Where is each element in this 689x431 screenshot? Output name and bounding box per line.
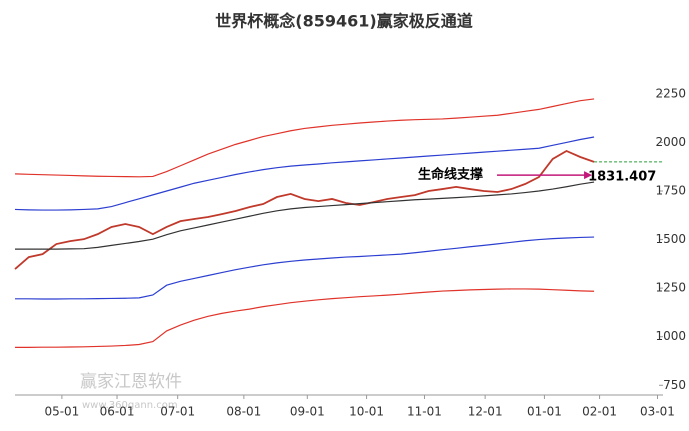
y-tick-label: 1000 [655,329,686,343]
y-tick-label: 750 [663,378,686,392]
watermark-url: www.360gann.com [82,400,178,411]
x-tick-label: 11-01 [407,405,442,419]
y-tick-label: 2250 [655,86,686,100]
x-tick-label: 12-01 [468,405,503,419]
channel-line [15,288,595,348]
x-tick-label: 08-01 [226,405,261,419]
x-tick-label: 05-01 [44,405,79,419]
x-tick-label: 06-01 [100,405,135,419]
support-label: 生命线支撑 [418,167,483,183]
support-value: 1831.407 [588,170,656,185]
channel-line [14,98,595,178]
channel-line [15,181,595,250]
x-tick-label: 02-01 [582,405,617,419]
watermark: 赢家江恩软件 [80,372,182,392]
y-tick-label: 2000 [655,135,686,149]
price-line [14,149,595,270]
x-tick-label: 09-01 [290,405,325,419]
y-tick-label: 1750 [655,184,686,198]
x-tick-label: 10-01 [349,405,384,419]
arrow-head [584,171,593,180]
channel-line [14,136,595,211]
y-tick-label: 1500 [655,232,686,246]
x-tick-label: 03-01 [640,405,675,419]
x-tick-label: 07-01 [160,405,195,419]
y-tick-label: 1250 [655,281,686,295]
chart-title: 世界杯概念(859461)赢家极反通道 [215,12,472,31]
channel-line [15,236,595,300]
x-tick-label: 01-01 [527,405,562,419]
